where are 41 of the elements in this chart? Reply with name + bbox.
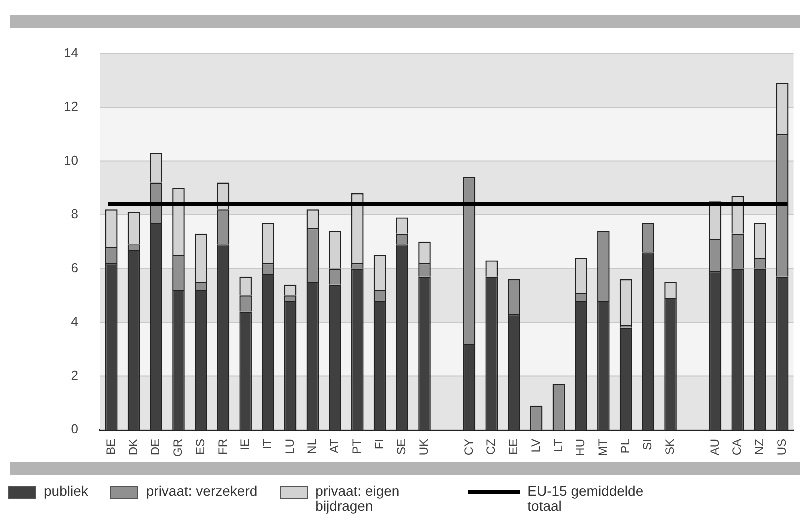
y-tick-label: 4 — [71, 314, 78, 330]
x-tick-label: DE — [148, 439, 163, 456]
x-tick-label: LU — [282, 439, 297, 454]
x-tick-label: GR — [171, 438, 186, 457]
x-tick-label: MT — [596, 438, 610, 456]
x-tick-label: CZ — [484, 439, 498, 455]
legend-label: EU-15 gemiddelde totaal — [528, 483, 645, 514]
x-tick-label: LV — [528, 439, 543, 453]
legend-label: privaat: eigen bijdragen — [316, 483, 401, 514]
x-tick-label: PT — [350, 438, 364, 454]
x-tick-label: NL — [305, 438, 320, 454]
x-tick-label: US — [774, 439, 789, 456]
x-tick-label: UK — [417, 439, 432, 456]
x-tick-label: AT — [328, 438, 342, 454]
legend-label: publiek — [44, 483, 88, 499]
y-tick-label: 10 — [64, 152, 78, 168]
x-tick-label: DK — [126, 439, 140, 456]
x-tick-label: EE — [506, 439, 521, 456]
x-tick-label: SK — [663, 439, 678, 456]
x-tick-label: SE — [394, 439, 409, 456]
x-tick-label: BE — [104, 439, 118, 456]
y-tick-label: 12 — [64, 99, 78, 114]
x-tick-label: CY — [462, 439, 476, 456]
x-tick-label: HU — [574, 439, 588, 456]
x-tick-label: PL — [618, 438, 632, 454]
x-tick-label: SI — [640, 439, 655, 450]
y-tick-label: 2 — [71, 368, 78, 383]
x-tick-label: NZ — [752, 439, 767, 455]
x-tick-label: FR — [216, 438, 230, 455]
x-tick-label: IT — [260, 438, 275, 450]
x-tick-label: FI — [372, 439, 386, 450]
legend-label: privaat: verzekerd — [146, 483, 258, 499]
x-tick-label: LT — [551, 438, 566, 452]
x-tick-label: ES — [193, 439, 208, 456]
y-tick-label: 14 — [64, 45, 78, 60]
x-tick-label: IE — [238, 439, 252, 450]
y-tick-label: 0 — [71, 422, 78, 437]
x-tick-label: CA — [730, 439, 744, 456]
x-tick-label: AU — [708, 439, 722, 456]
y-tick-label: 6 — [71, 260, 78, 276]
y-tick-label: 8 — [71, 206, 78, 222]
